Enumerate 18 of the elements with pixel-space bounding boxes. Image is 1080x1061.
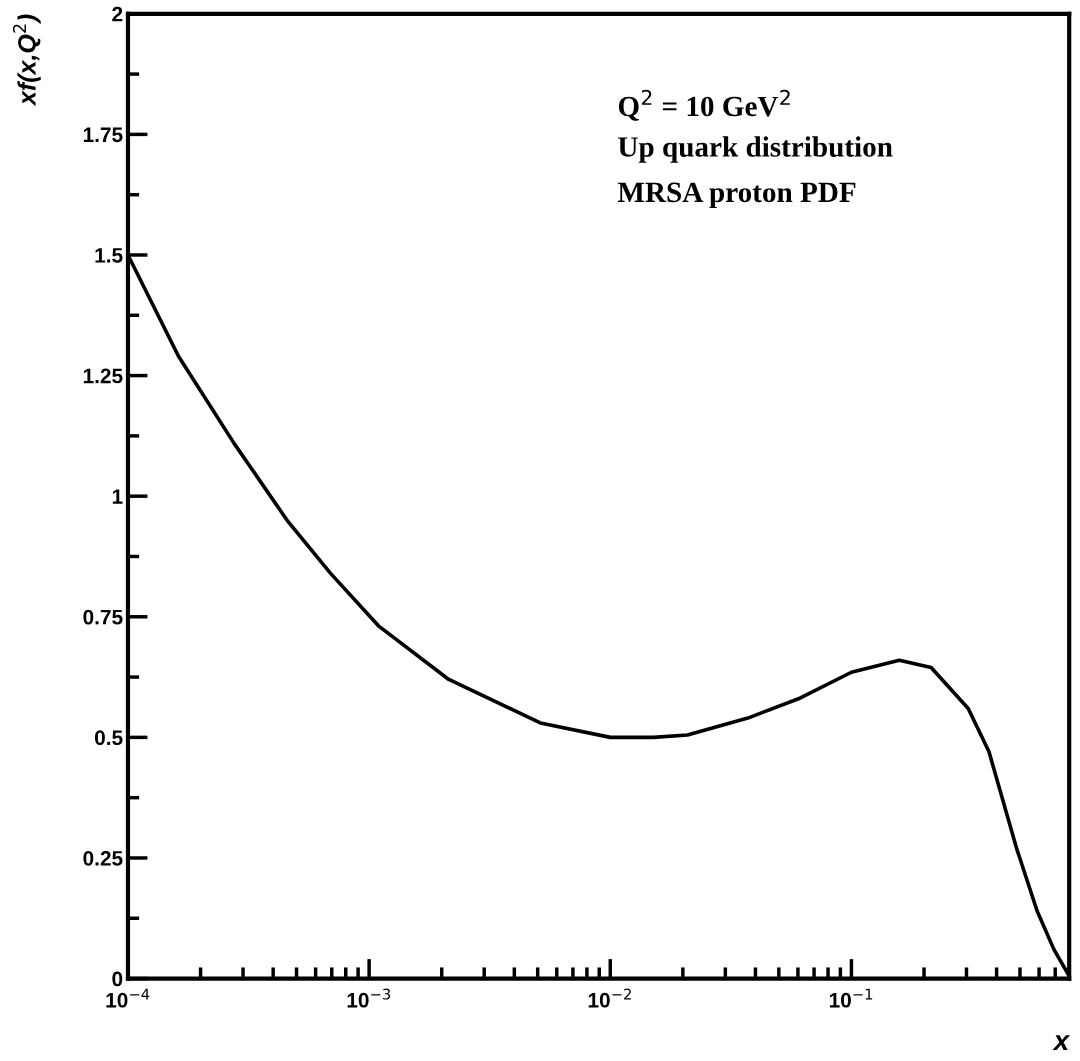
x-tick-label: 10$^{−2}$	[588, 988, 631, 1008]
x-axis-title: x	[1052, 1035, 1071, 1050]
y-tick-label: 0	[112, 971, 123, 987]
x-tick-label: 10$^{−1}$	[829, 988, 873, 1008]
annotation: Q$^{2}$ = 10 GeV$^{2}$	[618, 89, 790, 121]
x-tick-label: 10$^{−3}$	[347, 988, 391, 1008]
x-tick-label: 10$^{−4}$	[106, 988, 150, 1008]
y-tick-label: 0.75	[83, 609, 123, 625]
y-tick-label: 0.25	[83, 850, 123, 866]
y-tick-label: 0.5	[94, 730, 123, 746]
y-tick-label: 1.25	[83, 368, 123, 384]
y-tick-label: 2	[112, 6, 123, 22]
y-axis-title: xf(x,Q$^{2}$)	[12, 14, 41, 107]
y-tick-label: 1.75	[83, 127, 123, 143]
y-tick-label: 1.5	[95, 248, 123, 263]
y-tick-label: 1	[112, 489, 123, 504]
annotation: Up quark distribution	[618, 136, 893, 163]
annotation: MRSA proton PDF	[617, 182, 856, 209]
